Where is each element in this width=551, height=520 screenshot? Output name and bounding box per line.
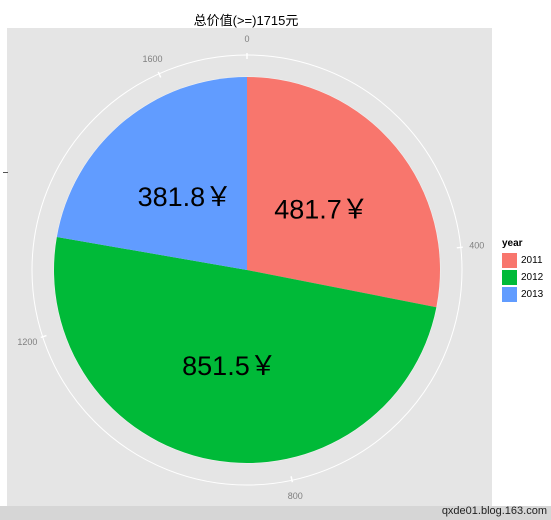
axis-tick-label-1600: 1600 [143,54,163,64]
slice-labels: 481.7￥ 851.5￥ 381.8￥ [138,182,369,381]
axis-tick-1600 [157,71,162,78]
legend-label-2013: 2013 [521,289,544,300]
pie-slices [54,76,440,463]
legend-key-2012 [502,270,517,285]
legend: year 2011 2012 2013 [502,238,543,303]
slice-label-2013: 381.8￥ [138,182,233,212]
watermark: qxde01.blog.163.com [441,505,547,517]
axis-tick-label-0: 0 [244,34,249,44]
slice-label-2011: 481.7￥ [274,195,369,225]
axis-tick-label-800: 800 [288,491,303,501]
legend-item-2013: 2013 [502,286,543,303]
axis-tick-mark [3,172,8,173]
footer-band [0,506,551,520]
legend-label-2012: 2012 [521,272,544,283]
pie-slice-2013 [56,76,247,270]
axis-tick-400 [456,246,463,249]
legend-label-2011: 2011 [521,255,543,266]
legend-items: 2011 2012 2013 [502,252,543,303]
pie-slice-2012 [54,236,437,463]
pie-slice-2011 [247,77,440,308]
chart-title: 总价值(>=)1715元 [193,13,299,28]
axis-tick-1200 [40,334,47,339]
axis-tick-label-400: 400 [469,241,484,251]
axis-tick-800 [290,476,294,483]
legend-key-2011 [502,253,517,268]
legend-title: year [502,238,523,249]
axis-ticks: 0 400 800 1200 1600 [17,34,484,501]
slice-label-2012: 851.5￥ [182,351,277,381]
legend-key-2013 [502,287,517,302]
axis-tick-label-1200: 1200 [17,337,37,347]
legend-item-2011: 2011 [502,252,543,269]
legend-item-2012: 2012 [502,269,543,286]
